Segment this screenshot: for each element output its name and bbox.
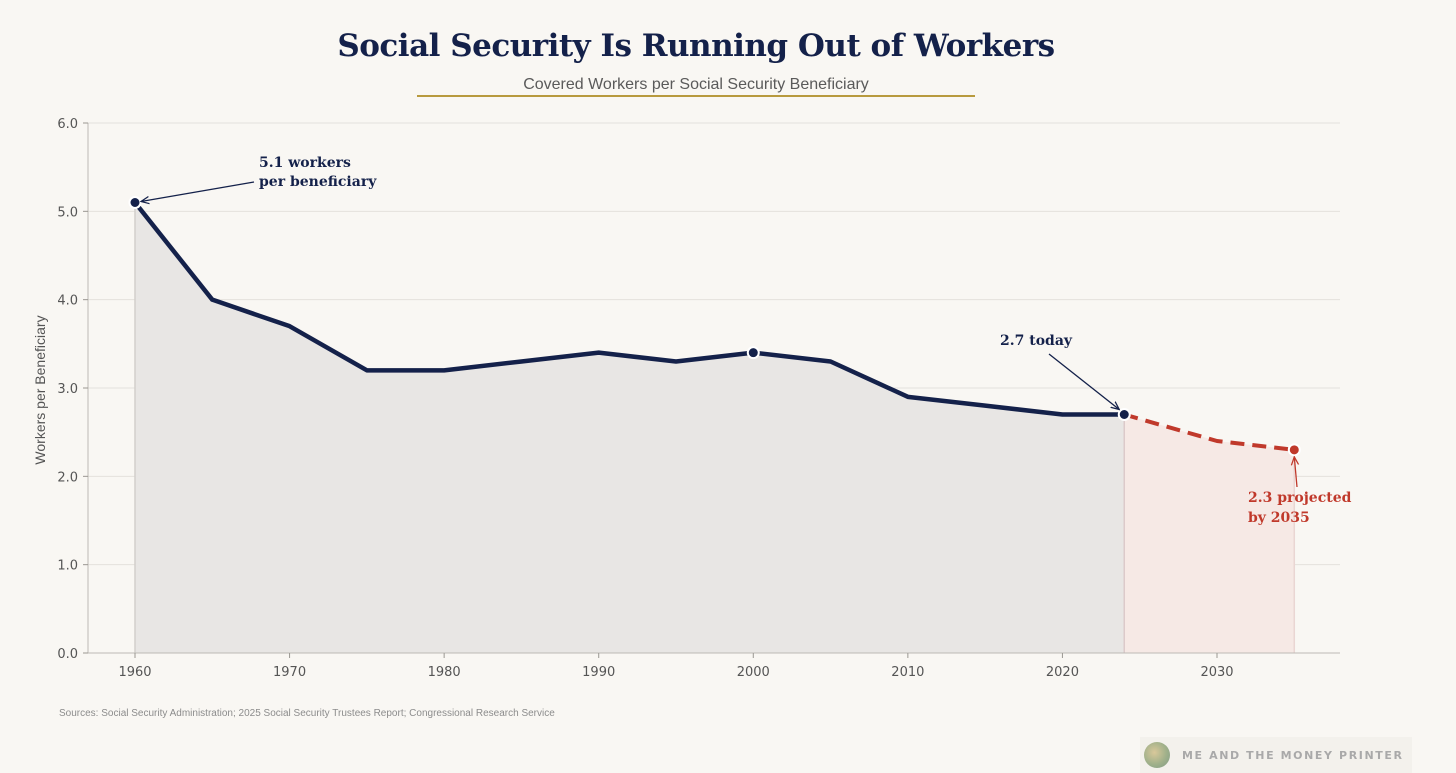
annotation-start-arrow	[141, 181, 255, 202]
x-tick-label: 1960	[118, 665, 151, 680]
x-tick-label: 2030	[1200, 665, 1233, 680]
y-tick-label: 4.0	[57, 294, 78, 309]
brand-name: ME AND THE MONEY PRINTER	[1182, 748, 1404, 762]
x-tick-label: 2000	[737, 665, 770, 680]
data-point-marker	[128, 196, 142, 209]
annotation-today-arrow	[1048, 353, 1119, 410]
x-tick-label: 2020	[1046, 665, 1079, 680]
chart-subtitle: Covered Workers per Social Security Bene…	[523, 76, 869, 93]
brand-badge: ME AND THE MONEY PRINTER	[1140, 737, 1412, 773]
title-underline	[417, 95, 975, 97]
projected-area	[1124, 414, 1295, 653]
x-tick-label: 1980	[428, 665, 461, 680]
data-point-marker	[1117, 408, 1131, 421]
historical-area	[135, 202, 1125, 653]
y-tick-label: 5.0	[57, 205, 78, 220]
y-axis-title: Workers per Beneficiary	[32, 315, 48, 464]
data-point-marker	[1287, 443, 1301, 457]
x-tick-label: 1970	[273, 665, 306, 680]
annotation-projected-line2: by 2035	[1248, 510, 1310, 526]
x-tick-label: 2010	[891, 665, 924, 680]
annotation-start-line1: 5.1 workers	[259, 155, 351, 171]
y-tick-label: 3.0	[57, 382, 78, 397]
x-tick-label: 1990	[582, 665, 615, 680]
y-tick-label: 1.0	[57, 559, 78, 574]
annotation-projected-arrow	[1294, 457, 1297, 488]
annotation-projected-line1: 2.3 projected	[1248, 490, 1352, 506]
brand-logo-icon	[1144, 742, 1170, 768]
projected-line	[1123, 412, 1295, 452]
y-tick-label: 6.0	[57, 117, 78, 132]
annotation-today: 2.7 today	[1000, 333, 1073, 349]
chart-title: Social Security Is Running Out of Worker…	[337, 28, 1055, 64]
y-tick-label: 0.0	[57, 647, 78, 662]
y-tick-label: 2.0	[57, 470, 78, 485]
sources-note: Sources: Social Security Administration;…	[59, 708, 555, 719]
data-point-marker	[746, 346, 760, 360]
annotation-start-line2: per beneficiary	[259, 174, 377, 190]
historical-line	[132, 200, 1127, 417]
